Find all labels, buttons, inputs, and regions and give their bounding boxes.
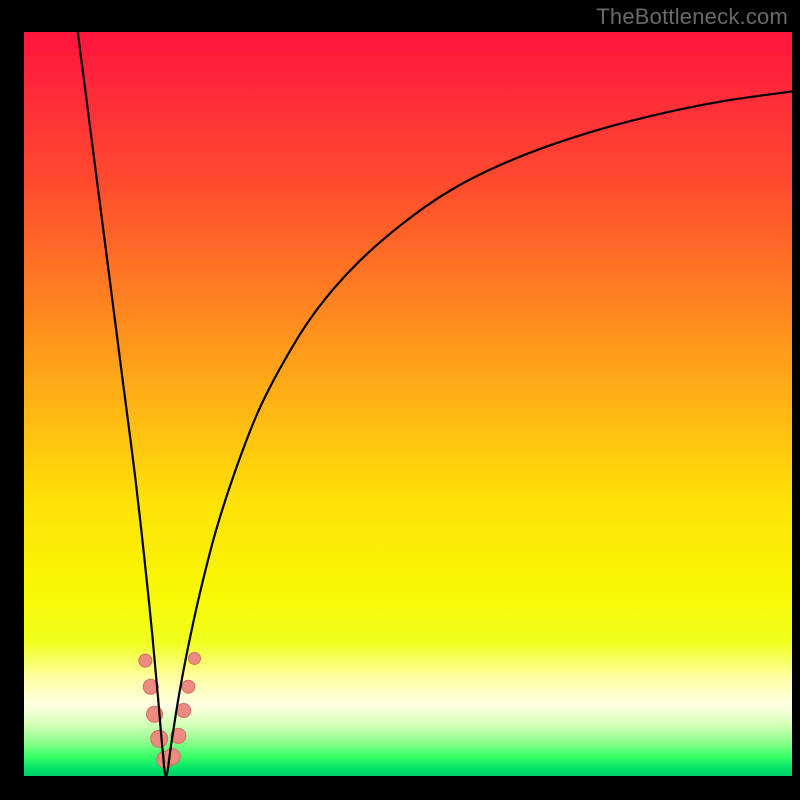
marker-dot [182, 680, 195, 693]
marker-dot [189, 652, 201, 664]
marker-dot [151, 730, 168, 747]
marker-dot [139, 654, 152, 667]
figure-frame: TheBottleneck.com [0, 0, 800, 800]
watermark-text: TheBottleneck.com [596, 4, 788, 30]
plot-background [24, 32, 792, 776]
marker-dot [164, 749, 180, 765]
plot-svg [24, 32, 792, 776]
plot-area [24, 32, 792, 776]
marker-dot [177, 704, 191, 718]
